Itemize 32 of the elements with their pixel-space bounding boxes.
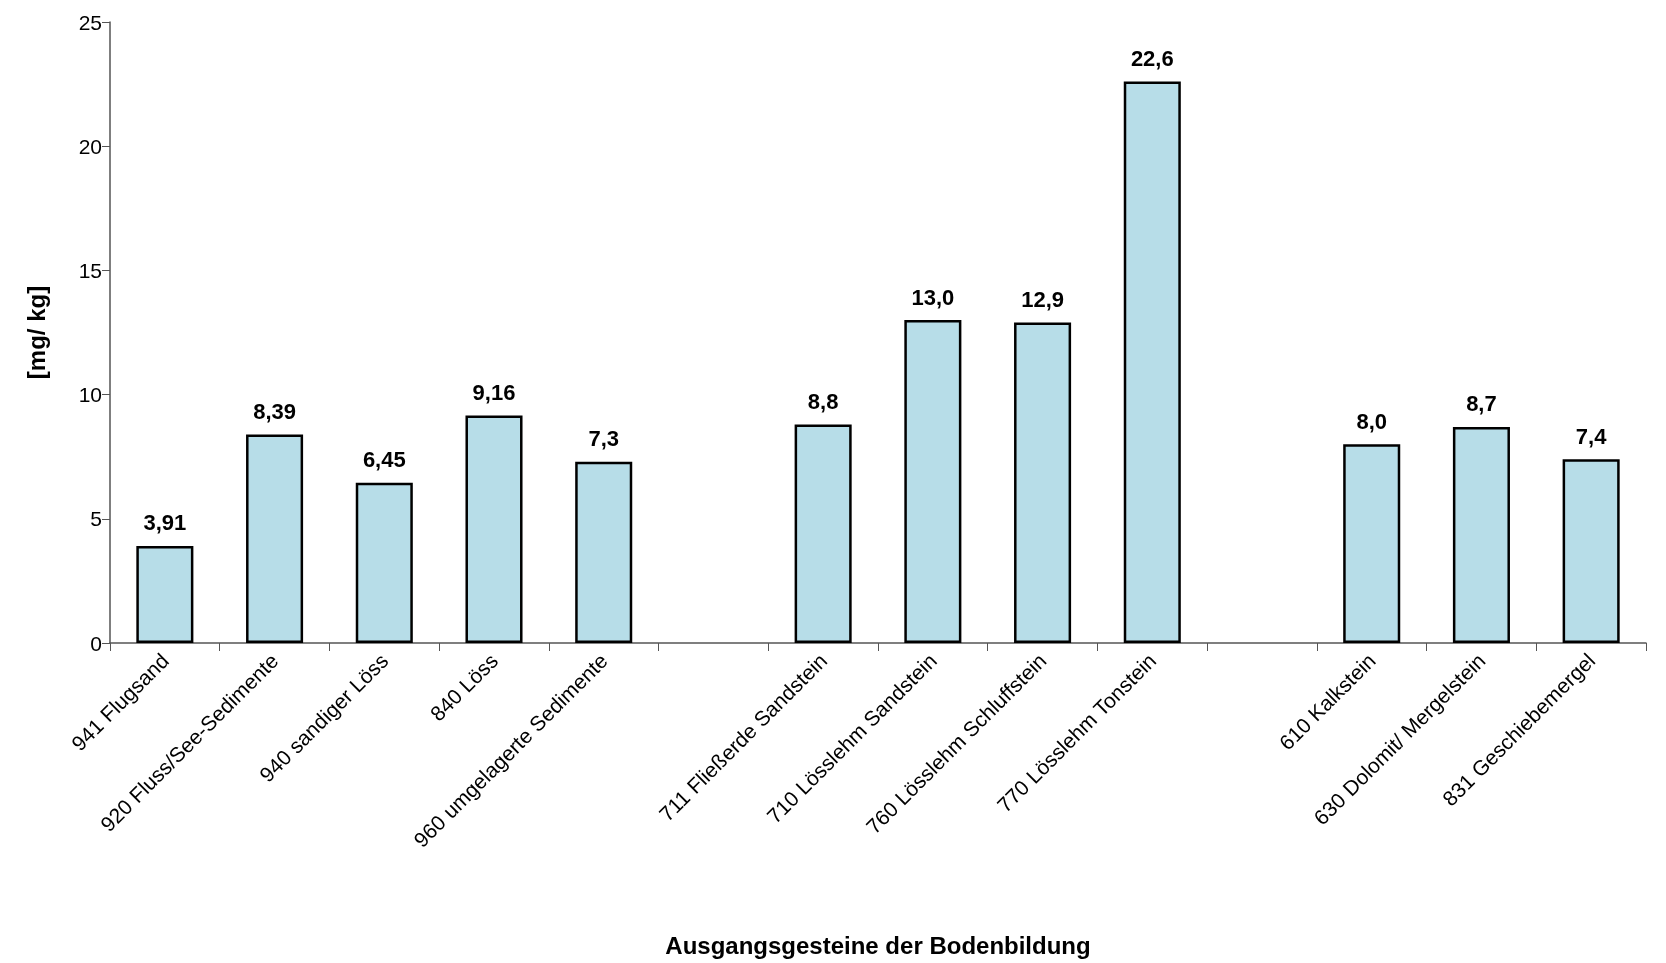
bar [136, 545, 194, 643]
data-label: 12,9 [1021, 287, 1064, 313]
data-label: 6,45 [362, 447, 406, 473]
y-tick-label: 20 [78, 134, 102, 158]
data-label: 3,91 [143, 510, 187, 536]
bar [1014, 322, 1072, 643]
y-tick-label: 10 [78, 383, 102, 407]
bar [246, 434, 304, 643]
bar [465, 415, 523, 643]
bar [575, 461, 633, 643]
y-tick-label: 5 [90, 507, 102, 531]
bar [1452, 426, 1510, 643]
data-label: 8,0 [1356, 408, 1388, 434]
x-axis-title: Ausgangsgesteine der Bodenbildung [665, 931, 1091, 959]
data-label: 8,39 [253, 399, 296, 425]
bar [904, 320, 962, 643]
bar [355, 482, 413, 643]
data-label: 8,8 [807, 388, 839, 414]
bar [1562, 459, 1620, 643]
data-label: 9,16 [472, 379, 516, 405]
data-label: 13,0 [911, 284, 955, 310]
data-label: 7,4 [1575, 423, 1608, 449]
data-label: 7,3 [588, 426, 620, 452]
y-tick-label: 15 [78, 258, 102, 282]
bar [794, 424, 852, 643]
y-axis-title: [mg/ kg] [22, 285, 50, 380]
data-label: 8,7 [1466, 391, 1497, 417]
y-tick-label: 0 [90, 631, 102, 655]
data-label: 22,6 [1130, 46, 1174, 72]
y-tick-label: 25 [78, 10, 102, 34]
bar [1343, 444, 1401, 643]
bar [1123, 81, 1181, 643]
